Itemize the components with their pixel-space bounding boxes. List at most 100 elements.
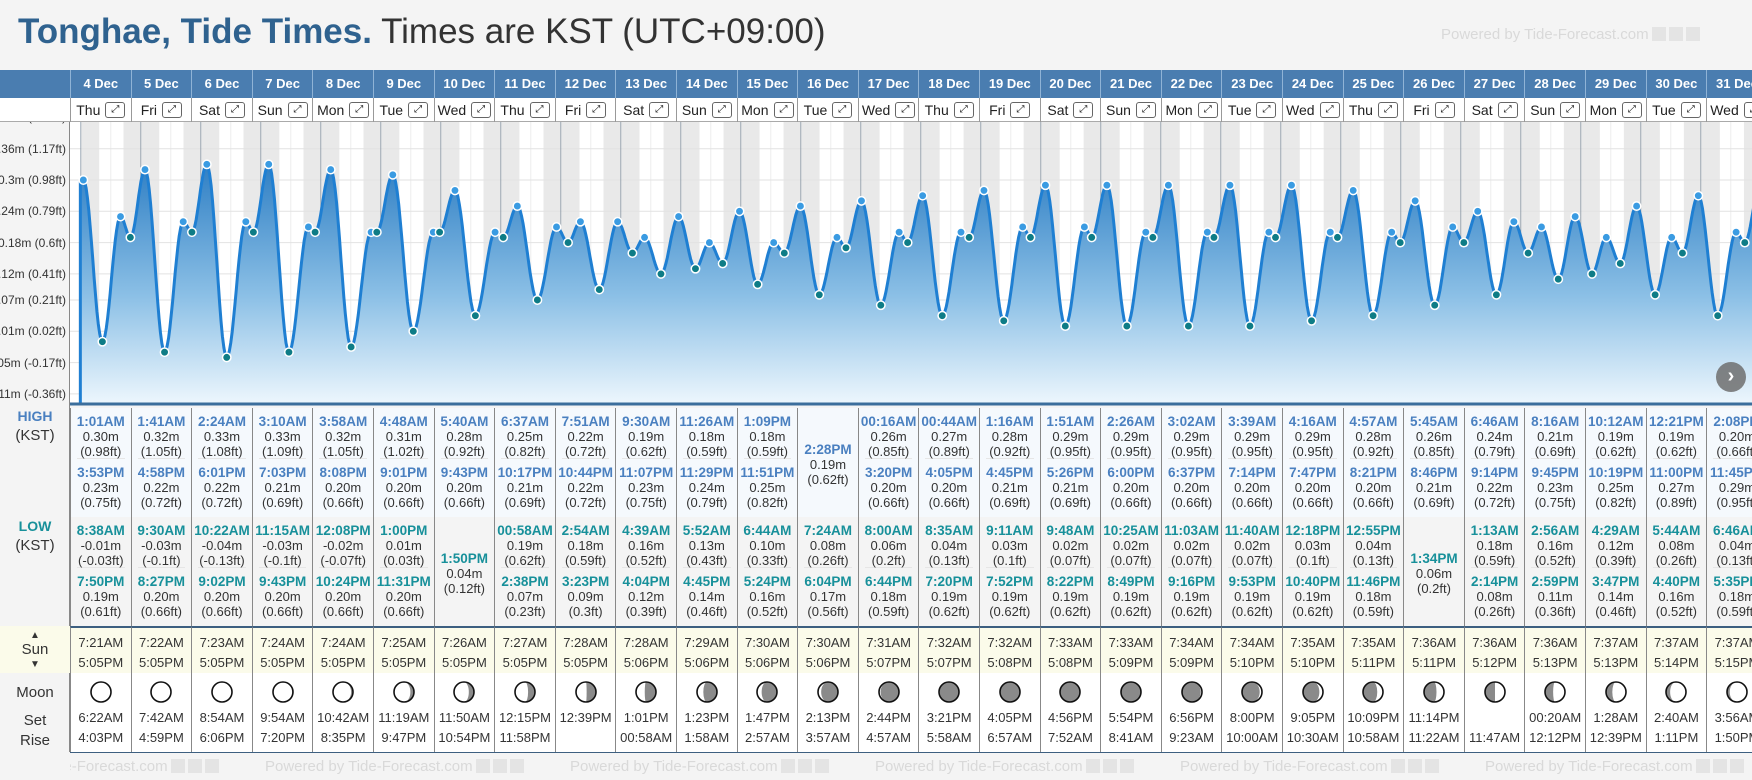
expand-day-icon[interactable]: ⤢ [773, 102, 794, 118]
low-tide-point [1209, 232, 1219, 243]
low-tide-time: 12:08PM [315, 523, 371, 538]
expand-day-icon[interactable]: ⤢ [832, 102, 853, 118]
low-tide-event: 1:00PM 0.01m (0.03ft) [374, 517, 434, 568]
expand-day-icon[interactable]: ⤢ [1743, 102, 1752, 118]
expand-day-icon[interactable]: ⤢ [1680, 102, 1701, 118]
moon-lit-part [696, 682, 707, 702]
divider [77, 567, 125, 568]
expand-day-icon[interactable]: ⤢ [1197, 102, 1218, 118]
high-tide-event: 1:09PM 0.18m (0.59ft) [738, 408, 798, 459]
low-tide-event: 4:29AM 0.12m (0.39ft) [1586, 517, 1646, 568]
next-page-button[interactable]: › [1716, 362, 1746, 392]
y-axis-label: 0.18m (0.6ft) [0, 235, 66, 250]
high-tide-event: 10:17PM 0.21m (0.69ft) [495, 459, 555, 510]
low-tide-cell: 12:55PM 0.04m (0.13ft) 11:46PM 0.18m (0.59ft) [1342, 517, 1404, 626]
expand-day-icon[interactable]: ⤢ [162, 102, 183, 118]
low-tide-cell: 11:15AM -0.03m (-0.1ft) 9:43PM 0.20m (0.66ft) [251, 517, 313, 626]
high-tide-cell: 4:48AM 0.31m (1.02ft) 9:01PM 0.20m (0.66ft) [373, 408, 434, 517]
expand-day-icon[interactable]: ⤢ [1377, 102, 1398, 118]
expand-day-icon[interactable]: ⤢ [1010, 102, 1031, 118]
expand-day-icon[interactable]: ⤢ [408, 102, 429, 118]
low-tide-height-m: 0.08m [809, 538, 847, 553]
weekday-cell: Tue ⤢ [797, 98, 858, 122]
expand-day-icon[interactable]: ⤢ [953, 102, 974, 118]
moon-outline [150, 681, 173, 703]
high-tide-height-ft: (0.95ft) [1171, 444, 1213, 459]
expand-day-icon[interactable]: ⤢ [711, 102, 732, 118]
moon-cell: 1:01PM 00:58AM [615, 673, 676, 752]
expand-day-icon[interactable]: ⤢ [1256, 102, 1277, 118]
low-tide-time: 9:11AM [986, 523, 1034, 538]
low-tide-height-m: 0.20m [143, 589, 180, 604]
moonrise-time: 10:58AM [1347, 730, 1400, 745]
date-header: 26 Dec [1403, 70, 1464, 98]
expand-day-icon[interactable]: ⤢ [1319, 102, 1340, 118]
low-tide-height-ft: (0.56ft) [807, 604, 849, 619]
expand-day-icon[interactable]: ⤢ [1621, 102, 1642, 118]
powered-by-watermark: Powered by Tide-Forecast.com [1180, 758, 1439, 775]
moonset-time: 11:50AM [438, 710, 490, 725]
low-tide-height-ft: (0.13ft) [1352, 553, 1394, 568]
expand-day-icon[interactable]: ⤢ [895, 102, 916, 118]
logo-icon [1424, 759, 1439, 773]
divider [864, 567, 913, 568]
expand-day-icon[interactable]: ⤢ [1135, 102, 1156, 118]
divider [925, 567, 973, 568]
weekday-cell: Sun ⤢ [251, 98, 313, 122]
low-tide-time: 6:44PM [864, 574, 913, 589]
expand-day-icon[interactable]: ⤢ [1560, 102, 1581, 118]
low-tide-height-m: 0.19m [1052, 589, 1089, 604]
expand-day-icon[interactable]: ⤢ [287, 102, 308, 118]
low-tide-time: 11:31PM [376, 574, 431, 589]
low-tide-point [498, 232, 509, 243]
low-tide-event: 12:18PM 0.03m (0.1ft) [1283, 517, 1343, 568]
high-tide-point [450, 185, 460, 196]
high-tide-time: 2:08PM [1713, 414, 1752, 429]
page-title: Tonghae, Tide Times. Times are KST (UTC+… [18, 12, 826, 52]
moon-phase-icon [1241, 681, 1263, 703]
high-tide-time: 1:16AM [985, 414, 1034, 429]
low-tide-height-m: 0.18m [1476, 538, 1513, 553]
low-tide-event: 8:22PM 0.19m (0.62ft) [1041, 568, 1101, 619]
expand-day-icon[interactable]: ⤢ [586, 102, 607, 118]
high-tide-height-m: 0.21m [1537, 429, 1574, 444]
weekday-cell: Sat ⤢ [191, 98, 252, 122]
sunset-time: 5:07PM [866, 655, 911, 670]
low-tide-height-m: 0.16m [1537, 538, 1574, 553]
high-tide-time: 9:30AM [622, 414, 671, 429]
expand-day-icon[interactable]: ⤢ [649, 102, 670, 118]
y-axis-label: -0.05m (-0.17ft) [0, 355, 66, 370]
expand-day-icon[interactable]: ⤢ [1073, 102, 1094, 118]
sunrise-time: 7:35AM [1350, 635, 1396, 650]
moon-cell: 6:22AM 4:03PM [70, 673, 131, 752]
weekday-cell: Thu ⤢ [1342, 98, 1404, 122]
sunrise-time: 7:24AM [260, 635, 305, 650]
low-tide-event: 12:08PM -0.02m (-0.07ft) [313, 517, 373, 568]
low-tide-height-ft: (0.33ft) [746, 553, 788, 568]
expand-day-icon[interactable]: ⤢ [224, 102, 245, 118]
low-tide-height-m: -0.03m [141, 538, 182, 553]
low-tide-height-ft: (-0.13ft) [199, 553, 245, 568]
expand-day-icon[interactable]: ⤢ [1497, 102, 1518, 118]
moon-lit-part [211, 682, 232, 702]
low-tide-height-ft: (0.52ft) [1534, 553, 1576, 568]
expand-day-icon[interactable]: ⤢ [349, 102, 370, 118]
high-tide-height-m: 0.29m [1718, 480, 1752, 495]
logo-icon [475, 759, 490, 773]
expand-day-icon[interactable]: ⤢ [529, 102, 550, 118]
footer-watermarks: Powered by Tide-Forecast.com Powered by T… [70, 752, 1752, 780]
expand-day-icon[interactable]: ⤢ [105, 102, 126, 118]
low-tide-height-m: -0.04m [201, 538, 243, 553]
low-tide-point [1121, 321, 1132, 332]
sun-cell: 7:37AM 5:14PM [1645, 626, 1707, 673]
date-header: 29 Dec [1585, 70, 1646, 98]
high-tide-height-ft: (0.79ft) [686, 495, 728, 510]
expand-day-icon[interactable]: ⤢ [1434, 102, 1455, 118]
logo-icon [1102, 759, 1117, 773]
low-tide-event: 9:48AM 0.02m (0.07ft) [1041, 517, 1101, 568]
sunset-time: 5:06PM [744, 655, 790, 670]
expand-day-icon[interactable]: ⤢ [471, 102, 492, 118]
logo-icon [1668, 27, 1683, 41]
weekday-label: Thu [924, 102, 949, 118]
high-tide-height-ft: (1.09ft) [262, 444, 304, 459]
